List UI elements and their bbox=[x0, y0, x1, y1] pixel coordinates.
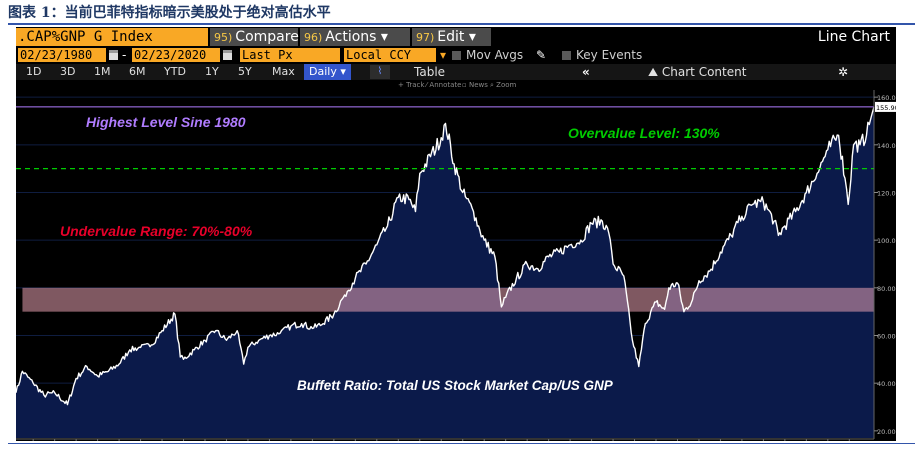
news-tool[interactable]: ▫ News bbox=[462, 81, 488, 89]
y-tick-label: 140.00 bbox=[877, 142, 896, 150]
period-5y[interactable]: 5Y bbox=[238, 65, 252, 78]
period-toolbar: 1D 3D 1M 6M YTD 1Y 5Y Max Daily ▾ ⌇ Tabl… bbox=[16, 64, 896, 80]
period-3d[interactable]: 3D bbox=[60, 65, 76, 78]
key-events-checkbox[interactable] bbox=[562, 51, 571, 60]
chart-plot-area[interactable]: 20.00 40.00 60.00 80.00 100.00 120.00 140.00 16… bbox=[16, 90, 896, 441]
chart-settings-bar: 02/23/1980 - 02/23/2020 Last Px Local CC… bbox=[16, 48, 896, 63]
last-value-text: 155.90 bbox=[876, 104, 896, 112]
collapse-icon[interactable]: « bbox=[582, 65, 590, 79]
compare-number: 95) bbox=[214, 31, 233, 44]
ticker-field[interactable]: .CAP%GNP G Index bbox=[16, 28, 208, 46]
date-range-separator: - bbox=[122, 48, 127, 62]
gear-icon[interactable]: ✲ bbox=[838, 65, 849, 79]
end-date-field[interactable]: 02/23/2020 bbox=[132, 48, 220, 62]
y-tick-label: 20.00 bbox=[877, 428, 896, 436]
period-1d[interactable]: 1D bbox=[26, 65, 42, 78]
period-max[interactable]: Max bbox=[272, 65, 295, 78]
actions-menu[interactable]: 96) Actions ▾ bbox=[300, 28, 410, 46]
actions-number: 96) bbox=[304, 31, 323, 44]
actions-label: Actions bbox=[325, 29, 377, 45]
command-toolbar: .CAP%GNP G Index 95) Compare 96) Actions ▾… bbox=[16, 27, 896, 47]
bottom-rule bbox=[8, 443, 915, 444]
annotate-label: Annotate bbox=[429, 81, 462, 89]
compare-label: Compare bbox=[235, 29, 299, 45]
chevron-down-icon[interactable]: ▾ bbox=[440, 48, 447, 62]
mov-avgs-checkbox[interactable] bbox=[452, 51, 461, 60]
chevron-down-icon: ▾ bbox=[464, 29, 476, 45]
y-tick-label: 120.00 bbox=[877, 189, 896, 197]
annotation-buffett-ratio: Buffett Ratio: Total US Stock Market Cap… bbox=[297, 378, 614, 393]
currency-select[interactable]: Local CCY bbox=[344, 48, 436, 62]
price-field-select[interactable]: Last Px bbox=[240, 48, 340, 62]
y-tick-label: 100.00 bbox=[877, 237, 896, 245]
undervalue-band bbox=[22, 287, 874, 312]
mov-avgs-label: Mov Avgs bbox=[466, 48, 524, 62]
line-chart-icon[interactable]: ⌇ bbox=[370, 65, 390, 79]
period-1y[interactable]: 1Y bbox=[205, 65, 219, 78]
y-tick-label: 40.00 bbox=[877, 380, 896, 388]
chevron-down-icon: ▾ bbox=[336, 65, 346, 78]
news-label: News bbox=[468, 81, 488, 89]
start-date-field[interactable]: 02/23/1980 bbox=[18, 48, 106, 62]
frequency-select[interactable]: Daily ▾ bbox=[304, 64, 351, 80]
zoom-label: Zoom bbox=[496, 81, 517, 89]
chart-type-label: Line Chart bbox=[817, 29, 890, 45]
track-label: Track bbox=[406, 81, 425, 89]
title-underline bbox=[8, 23, 915, 25]
period-6m[interactable]: 6M bbox=[129, 65, 146, 78]
period-ytd[interactable]: YTD bbox=[164, 65, 186, 78]
x-axis-ticks: 1981198219831984198519861987198819891990… bbox=[32, 439, 850, 441]
annotation-overvalue-level: Overvalue Level: 130% bbox=[568, 125, 720, 141]
annotation-highest-level: Highest Level Sine 1980 bbox=[86, 114, 246, 130]
pencil-icon[interactable]: ✎ bbox=[536, 48, 547, 62]
bloomberg-terminal-window: .CAP%GNP G Index 95) Compare 96) Actions ▾… bbox=[16, 27, 896, 441]
chart-content-button[interactable]: ⛰ Chart Content bbox=[648, 64, 746, 80]
zoom-tool[interactable]: ⌕ Zoom bbox=[490, 81, 517, 89]
last-value-marker: 155.90 bbox=[875, 101, 896, 112]
edit-label: Edit bbox=[437, 29, 465, 45]
edit-number: 97) bbox=[416, 31, 435, 44]
y-tick-label: 160.00 bbox=[877, 94, 896, 102]
chart-mini-toolbar: + Track ⁄ Annotate ▫ News ⌕ Zoom bbox=[16, 80, 896, 90]
calendar-icon[interactable] bbox=[223, 50, 232, 60]
chevron-down-icon: ▾ bbox=[376, 29, 388, 45]
table-button[interactable]: Table bbox=[414, 65, 446, 79]
key-events-label: Key Events bbox=[576, 48, 643, 62]
period-1m[interactable]: 1M bbox=[94, 65, 111, 78]
annotation-undervalue-range: Undervalue Range: 70%-80% bbox=[60, 223, 253, 239]
frequency-label: Daily bbox=[309, 65, 337, 78]
edit-menu[interactable]: 97) Edit ▾ bbox=[412, 28, 491, 46]
y-axis-ticks: 20.00 40.00 60.00 80.00 100.00 120.00 140.00 16… bbox=[874, 94, 896, 436]
series-area-fill bbox=[16, 106, 874, 439]
y-tick-label: 80.00 bbox=[877, 285, 896, 293]
chart-content-icon: ⛰ bbox=[648, 65, 662, 79]
annotate-tool[interactable]: ⁄ Annotate bbox=[426, 81, 462, 89]
compare-button[interactable]: 95) Compare bbox=[210, 28, 299, 46]
y-tick-label: 60.00 bbox=[877, 333, 896, 341]
last-value-box bbox=[875, 101, 896, 112]
calendar-icon[interactable] bbox=[109, 50, 118, 60]
series-line bbox=[16, 106, 875, 406]
chart-content-label: Chart Content bbox=[661, 65, 747, 79]
figure-title: 图表 1：当前巴菲特指标暗示美股处于绝对高估水平 bbox=[8, 5, 331, 21]
track-tool[interactable]: + Track bbox=[398, 81, 425, 89]
